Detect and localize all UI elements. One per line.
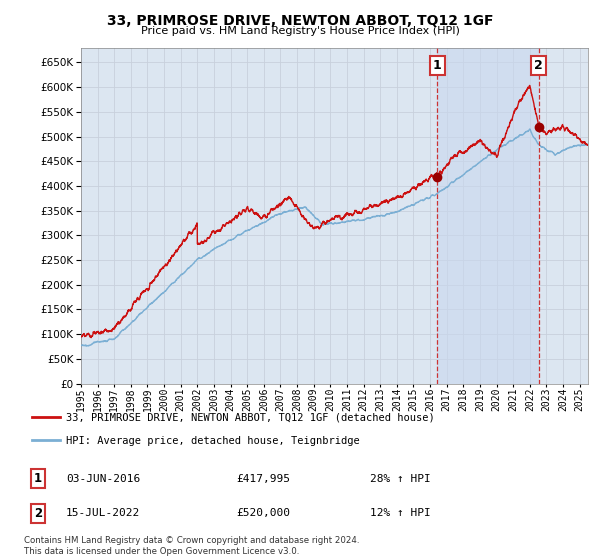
Text: 33, PRIMROSE DRIVE, NEWTON ABBOT, TQ12 1GF (detached house): 33, PRIMROSE DRIVE, NEWTON ABBOT, TQ12 1… [66, 413, 434, 422]
Text: 33, PRIMROSE DRIVE, NEWTON ABBOT, TQ12 1GF: 33, PRIMROSE DRIVE, NEWTON ABBOT, TQ12 1… [107, 14, 493, 28]
Text: 03-JUN-2016: 03-JUN-2016 [66, 474, 140, 484]
Text: 2: 2 [535, 59, 543, 72]
Text: 28% ↑ HPI: 28% ↑ HPI [370, 474, 431, 484]
Bar [437, 48, 539, 384]
Text: 15-JUL-2022: 15-JUL-2022 [66, 508, 140, 519]
Text: Price paid vs. HM Land Registry's House Price Index (HPI): Price paid vs. HM Land Registry's House … [140, 26, 460, 36]
Text: Contains HM Land Registry data © Crown copyright and database right 2024.
This d: Contains HM Land Registry data © Crown c… [24, 536, 359, 556]
Text: £417,995: £417,995 [236, 474, 290, 484]
Text: 12% ↑ HPI: 12% ↑ HPI [370, 508, 431, 519]
Text: £520,000: £520,000 [236, 508, 290, 519]
Text: 1: 1 [433, 59, 442, 72]
Text: 2: 2 [34, 507, 42, 520]
Text: HPI: Average price, detached house, Teignbridge: HPI: Average price, detached house, Teig… [66, 436, 359, 446]
Text: 1: 1 [34, 472, 42, 485]
